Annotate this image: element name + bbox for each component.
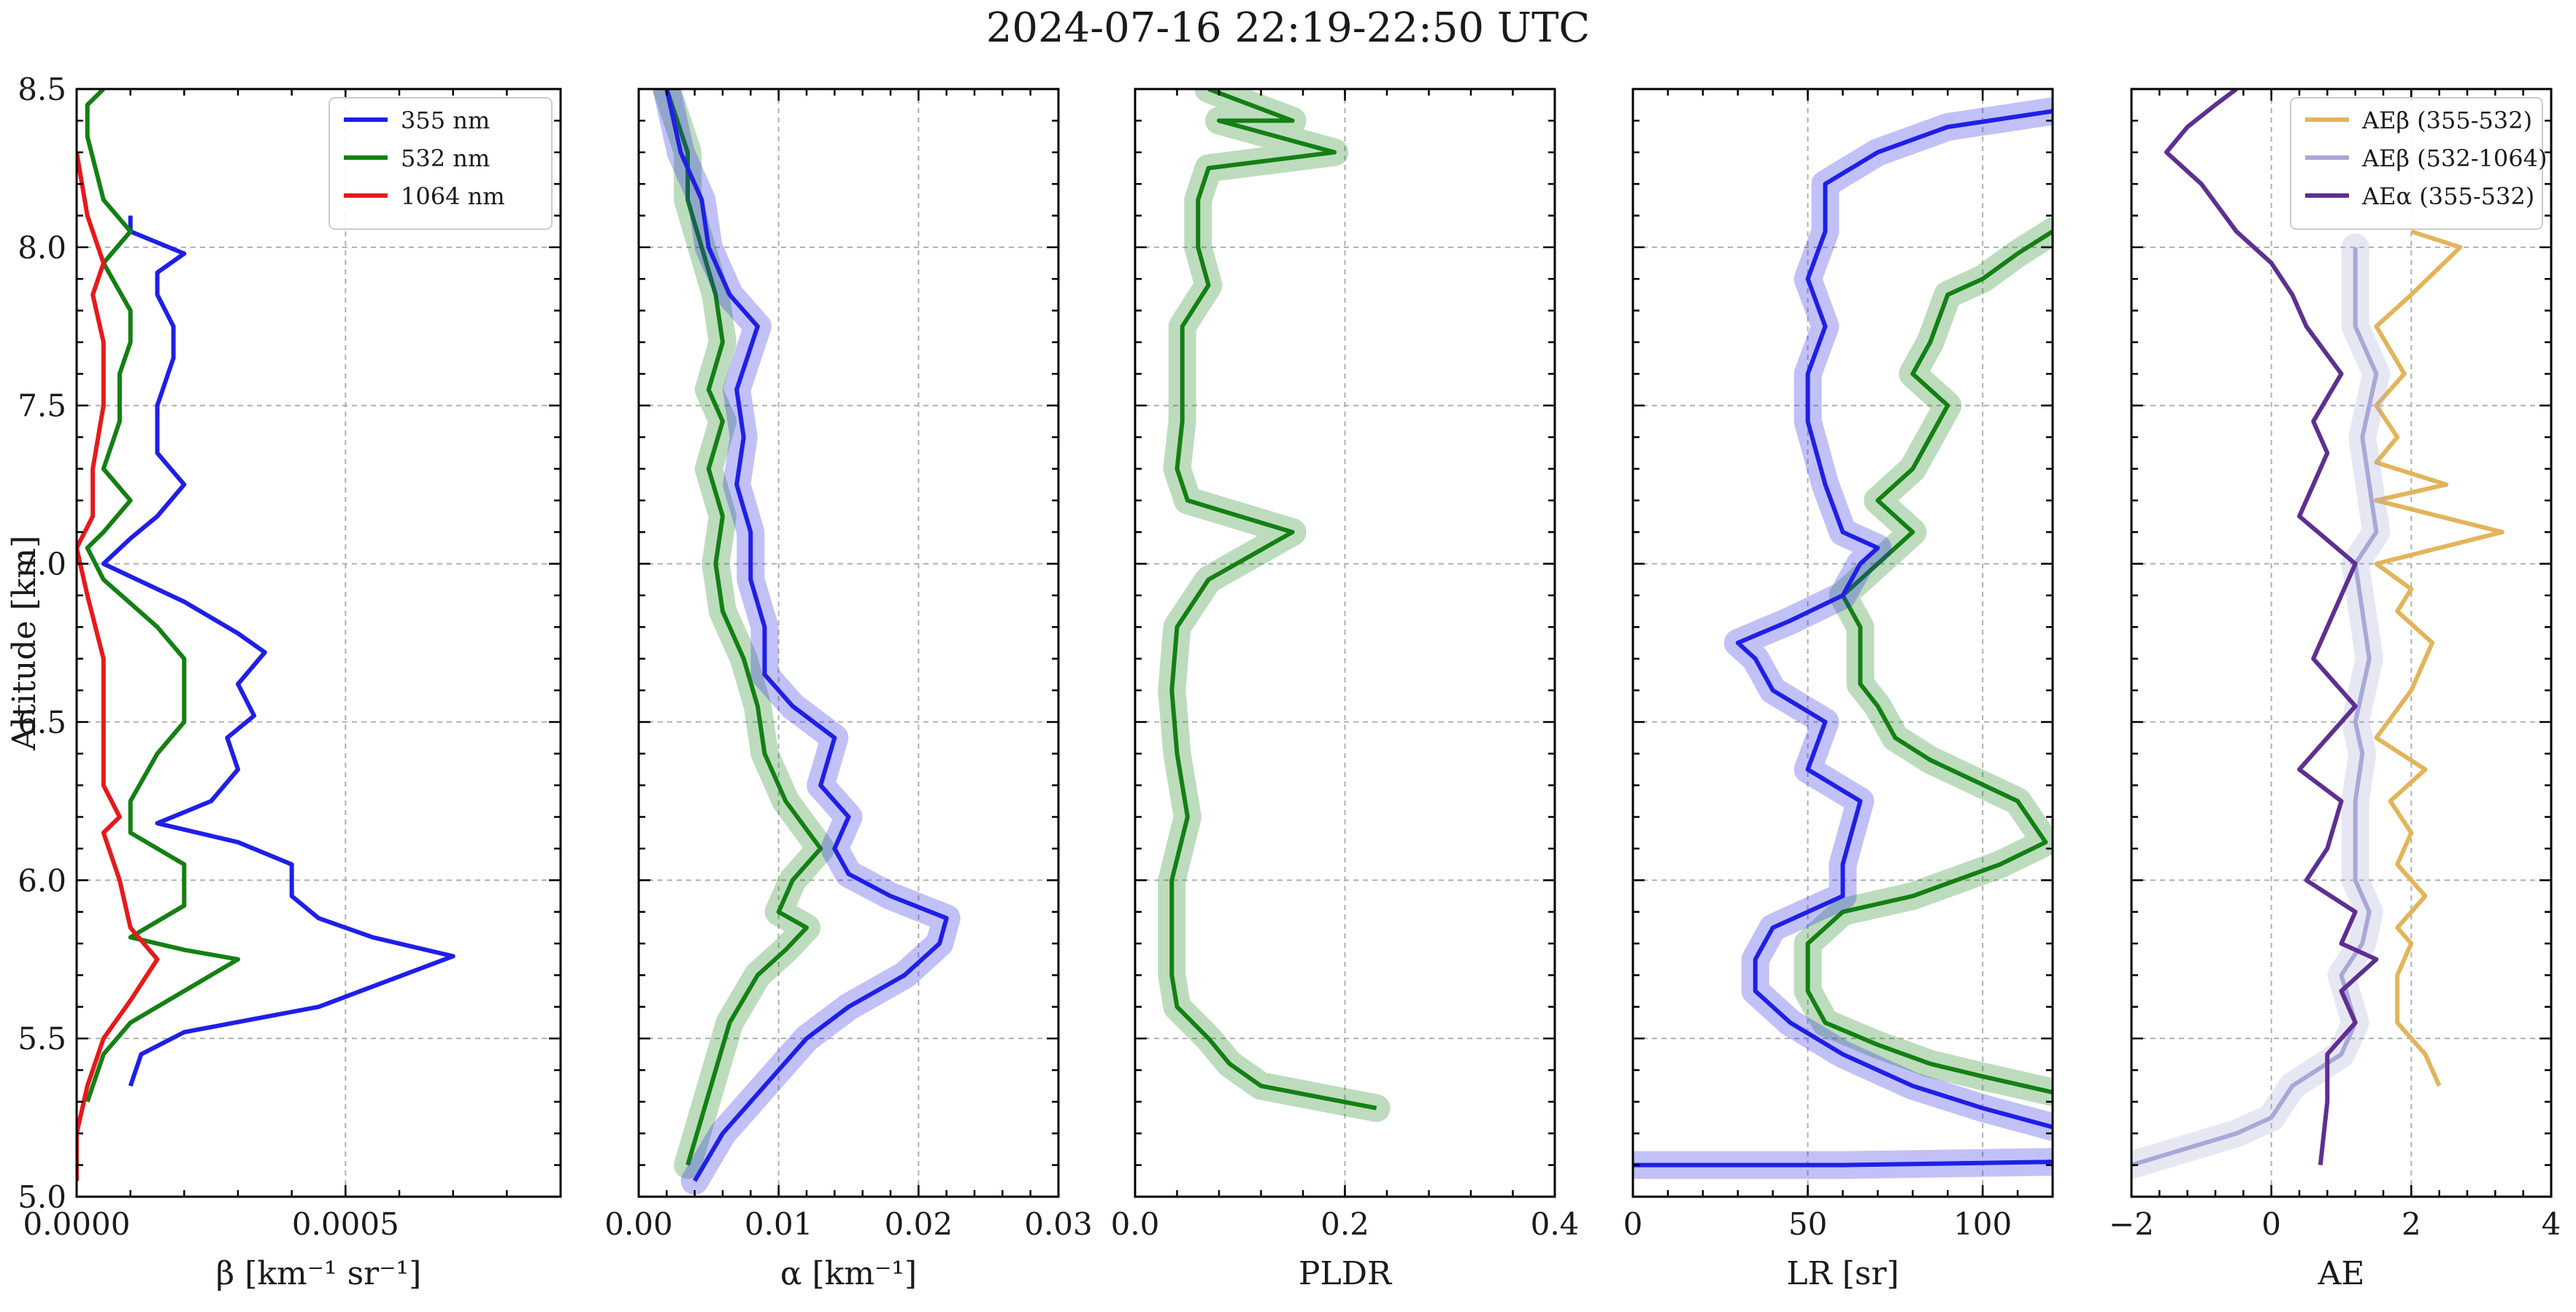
x-tick-label: 0.0000 [23, 1206, 131, 1242]
panel-1: 5.0 5.5 6.0 6.5 7.0 7.5 8.0 8.5 0.0000 0.0005 β [k… [18, 72, 562, 1292]
plot-area [77, 89, 455, 1181]
band-532-nm [653, 89, 835, 1179]
legend-label: 1064 nm [401, 182, 505, 210]
x-tick-label: 0.2 [1320, 1206, 1369, 1242]
series-ae-532-1064 [2131, 247, 2379, 1168]
panel-3: 0.0 0.2 0.4 PLDR [1111, 88, 1580, 1292]
axes-frame [637, 88, 1060, 1198]
plot-area [1633, 97, 2053, 1179]
x-tick-label: 4 [2542, 1206, 2561, 1242]
series-355-nm-lower-edge [1633, 1159, 2053, 1168]
y-tick-label: 7.0 [18, 547, 66, 582]
x-axis-label: α [km⁻¹] [780, 1255, 917, 1292]
y-tick-label: 6.0 [18, 863, 66, 898]
y-tick-label: 6.5 [18, 704, 66, 740]
panel-5: −2 0 2 4 AE AEβ (355-532) AEβ (532-1064) AEα (3… [2109, 88, 2561, 1292]
x-tick-label: 0 [1623, 1206, 1643, 1242]
legend: 355 nm 532 nm 1064 nm [328, 97, 553, 230]
legend-label: AEβ (355-532) [2361, 107, 2532, 134]
x-tick-label: 0 [2261, 1206, 2281, 1242]
series-355-nm [664, 89, 949, 1182]
series-ae-355-532 [2164, 89, 2379, 1165]
legend-label: AEα (355-532) [2361, 182, 2534, 210]
x-axis-label: PLDR [1299, 1255, 1393, 1292]
x-tick-label: −2 [2109, 1206, 2154, 1242]
x-tick-label: 0.00 [604, 1206, 673, 1242]
legend-label: 532 nm [401, 144, 490, 172]
legend: AEβ (355-532) AEβ (532-1064) AEα (355-532) [2290, 97, 2547, 230]
x-axis-label: AE [2318, 1255, 2365, 1292]
panel-4: 0 50 100 LR [sr] [1623, 88, 2054, 1292]
y-tick-label: 7.5 [18, 388, 66, 424]
x-axis-label: β [km⁻¹ sr⁻¹] [216, 1255, 421, 1292]
legend-label: 355 nm [401, 107, 490, 134]
series-1064-nm [77, 152, 160, 1181]
axes-frame [2130, 88, 2553, 1198]
x-tick-label: 0.02 [885, 1206, 953, 1242]
y-tick-label: 5.5 [18, 1021, 66, 1057]
series-532-nm [85, 89, 240, 1103]
x-tick-label: 50 [1788, 1206, 1827, 1242]
band-ae-532-1064 [2131, 233, 2391, 1179]
legend-label: AEβ (532-1064) [2361, 144, 2547, 172]
y-tick-label: 8.0 [18, 230, 66, 266]
legend-box [2290, 97, 2543, 230]
panel-2: 0.00 0.01 0.02 0.03 α [km⁻¹] [604, 88, 1093, 1292]
series-ae-355-532 [2374, 229, 2504, 1087]
band-355-nm [653, 89, 961, 1195]
x-tick-label: 0.03 [1024, 1206, 1093, 1242]
plot-area [653, 89, 961, 1195]
y-tick-label: 5.0 [18, 1179, 66, 1215]
x-tick-label: 0.0005 [292, 1206, 399, 1242]
series-532-nm [1805, 229, 2053, 1095]
axes-frame [75, 88, 562, 1198]
band-532-nm [1158, 89, 1391, 1122]
series-355-nm [1735, 109, 2053, 1130]
series-532-nm [664, 89, 823, 1166]
x-tick-label: 0.4 [1531, 1206, 1580, 1242]
x-axis-label: LR [sr] [1786, 1255, 1899, 1292]
figure-title: 2024-07-16 22:19-22:50 UTC [985, 4, 1591, 52]
x-tick-label: 0.01 [745, 1206, 813, 1242]
band-532-nm [1793, 217, 2053, 1106]
plot-area [2131, 89, 2504, 1179]
y-tick-label: 8.5 [18, 72, 66, 107]
x-tick-label: 100 [1953, 1206, 2012, 1242]
y-axis-label: Altitude [km] [6, 536, 43, 752]
series-532-nm [1169, 89, 1377, 1111]
x-tick-label: 0.0 [1111, 1206, 1160, 1242]
plot-area [1158, 89, 1391, 1122]
x-tick-label: 2 [2402, 1206, 2421, 1242]
series-355-nm [101, 215, 455, 1087]
